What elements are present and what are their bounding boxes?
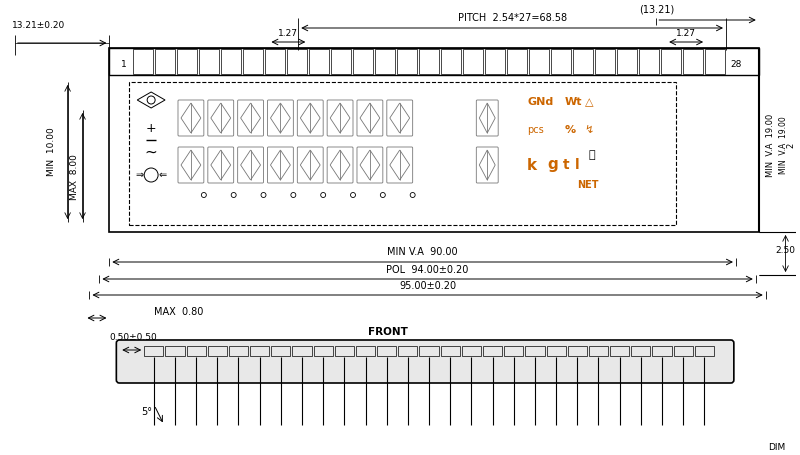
Bar (526, 346, 545, 356)
Bar (287, 49, 307, 74)
Text: ↯: ↯ (585, 125, 594, 135)
Bar (546, 346, 566, 356)
Bar (186, 346, 206, 356)
Text: ⇐: ⇐ (159, 170, 167, 180)
Bar (705, 49, 725, 74)
Text: k: k (527, 157, 537, 172)
Text: ⇒: ⇒ (135, 170, 143, 180)
Bar (250, 346, 270, 356)
Text: 🍾: 🍾 (589, 150, 595, 160)
Text: ~: ~ (145, 145, 158, 160)
Text: FRONT: FRONT (368, 327, 408, 337)
Bar (155, 49, 175, 74)
Bar (271, 346, 290, 356)
Text: pcs: pcs (527, 125, 544, 135)
Bar (419, 49, 439, 74)
Bar (144, 346, 163, 356)
Bar (462, 346, 481, 356)
Bar (309, 49, 329, 74)
Bar (397, 49, 417, 74)
Bar (208, 346, 227, 356)
Text: DIM: DIM (768, 443, 786, 452)
Bar (265, 49, 285, 74)
Bar (419, 346, 438, 356)
Text: Wt: Wt (565, 97, 582, 107)
Text: GNd: GNd (527, 97, 554, 107)
Text: 28: 28 (730, 60, 742, 69)
Bar (653, 346, 672, 356)
Bar (504, 346, 523, 356)
Text: 2: 2 (786, 142, 795, 147)
Text: (13.21): (13.21) (638, 4, 674, 14)
Bar (110, 48, 758, 75)
Bar (441, 346, 460, 356)
Text: PITCH  2.54*27=68.58: PITCH 2.54*27=68.58 (458, 13, 566, 23)
Text: +: + (146, 121, 157, 135)
Text: 0.50±0.50: 0.50±0.50 (110, 333, 157, 342)
Text: 95.00±0.20: 95.00±0.20 (399, 281, 456, 291)
Text: MAX  0.80: MAX 0.80 (154, 307, 203, 317)
Bar (293, 346, 312, 356)
Text: MIN V.A  90.00: MIN V.A 90.00 (387, 247, 458, 257)
Bar (441, 49, 461, 74)
Text: MIN  10.00: MIN 10.00 (47, 127, 56, 177)
Text: g: g (547, 157, 558, 172)
Bar (334, 346, 354, 356)
Bar (551, 49, 571, 74)
Bar (110, 48, 758, 232)
Bar (229, 346, 248, 356)
Bar (166, 346, 185, 356)
Bar (617, 49, 637, 74)
Bar (130, 82, 676, 225)
Bar (661, 49, 681, 74)
Text: 1.27: 1.27 (278, 29, 298, 38)
FancyBboxPatch shape (116, 340, 734, 383)
Text: MIN  V.A  19.00: MIN V.A 19.00 (766, 113, 775, 177)
Text: MAX  8.00: MAX 8.00 (70, 154, 79, 200)
Text: %: % (565, 125, 576, 135)
Bar (683, 49, 703, 74)
Bar (507, 49, 527, 74)
Bar (674, 346, 693, 356)
Bar (221, 49, 241, 74)
Text: 2.50: 2.50 (776, 246, 796, 255)
Bar (314, 346, 333, 356)
Bar (483, 346, 502, 356)
Bar (529, 49, 549, 74)
Text: t: t (563, 158, 570, 172)
Bar (639, 49, 659, 74)
Bar (573, 49, 593, 74)
Text: 5°: 5° (142, 407, 153, 417)
Bar (134, 49, 154, 74)
Bar (375, 49, 395, 74)
Bar (331, 49, 351, 74)
Bar (595, 49, 615, 74)
Bar (356, 346, 375, 356)
Bar (353, 49, 373, 74)
Bar (199, 49, 219, 74)
Text: 1: 1 (122, 60, 127, 69)
Bar (485, 49, 505, 74)
Text: △: △ (585, 97, 593, 107)
Text: POL  94.00±0.20: POL 94.00±0.20 (386, 265, 469, 275)
Bar (463, 49, 483, 74)
Text: l: l (574, 158, 579, 172)
Text: 13.21±0.20: 13.21±0.20 (12, 20, 65, 30)
Bar (377, 346, 396, 356)
Bar (178, 49, 198, 74)
Bar (589, 346, 608, 356)
Bar (694, 346, 714, 356)
Bar (568, 346, 587, 356)
Text: NET: NET (577, 180, 598, 190)
Bar (398, 346, 418, 356)
Text: MIN  V.A  19.00: MIN V.A 19.00 (778, 116, 787, 174)
Bar (631, 346, 650, 356)
Bar (610, 346, 630, 356)
Text: 1.27: 1.27 (676, 29, 696, 38)
Bar (243, 49, 263, 74)
